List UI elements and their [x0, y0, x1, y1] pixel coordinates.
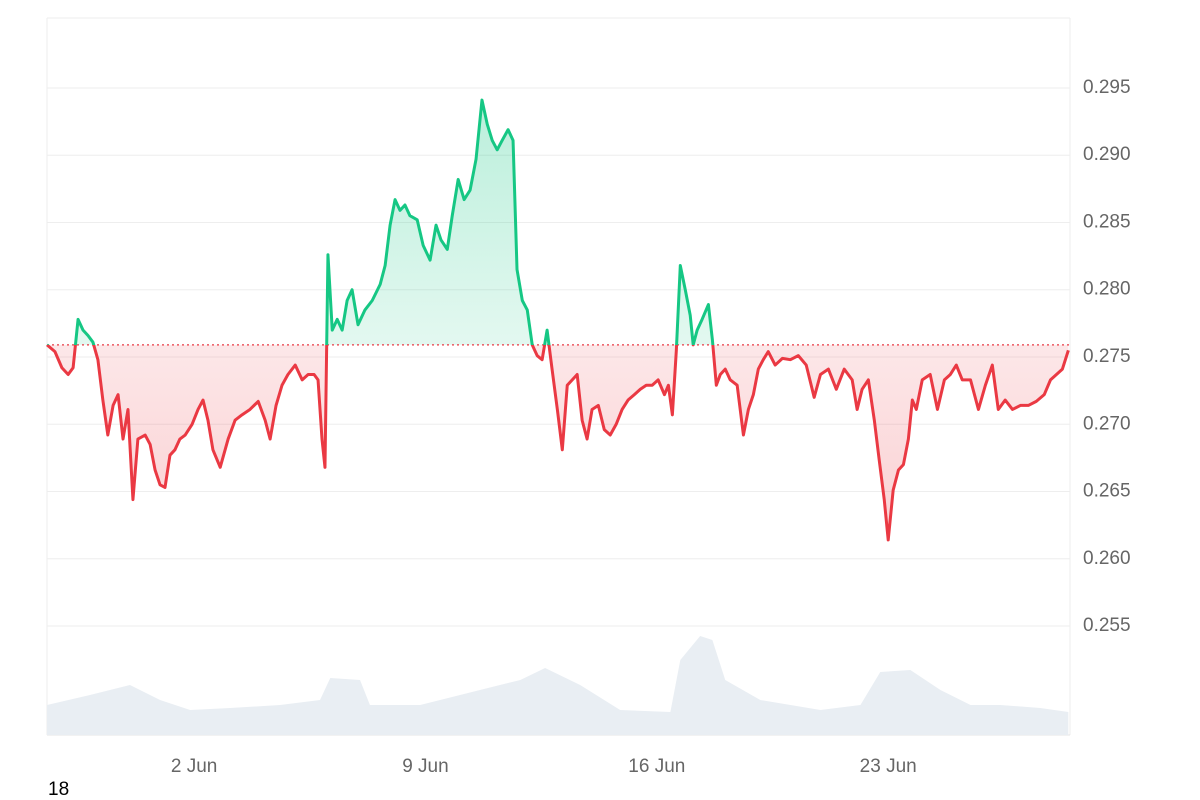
x-tick-label: 2 Jun	[171, 756, 217, 777]
y-tick-label: 0.295	[1083, 77, 1131, 98]
price-area	[47, 100, 1069, 540]
y-tick-label: 0.290	[1083, 144, 1131, 165]
y-tick-label: 0.265	[1083, 481, 1131, 502]
y-tick-label: 0.260	[1083, 548, 1131, 569]
y-tick-label: 0.270	[1083, 413, 1131, 434]
volume-area	[47, 636, 1069, 735]
x-tick-label: 16 Jun	[628, 756, 685, 777]
footer-text: 18	[48, 779, 69, 800]
y-tick-label: 0.280	[1083, 279, 1131, 300]
y-tick-label: 0.255	[1083, 615, 1131, 636]
y-tick-label: 0.275	[1083, 346, 1131, 367]
x-tick-label: 9 Jun	[402, 756, 448, 777]
x-tick-label: 23 Jun	[860, 756, 917, 777]
y-tick-label: 0.285	[1083, 211, 1131, 232]
price-line	[46, 98, 1070, 542]
